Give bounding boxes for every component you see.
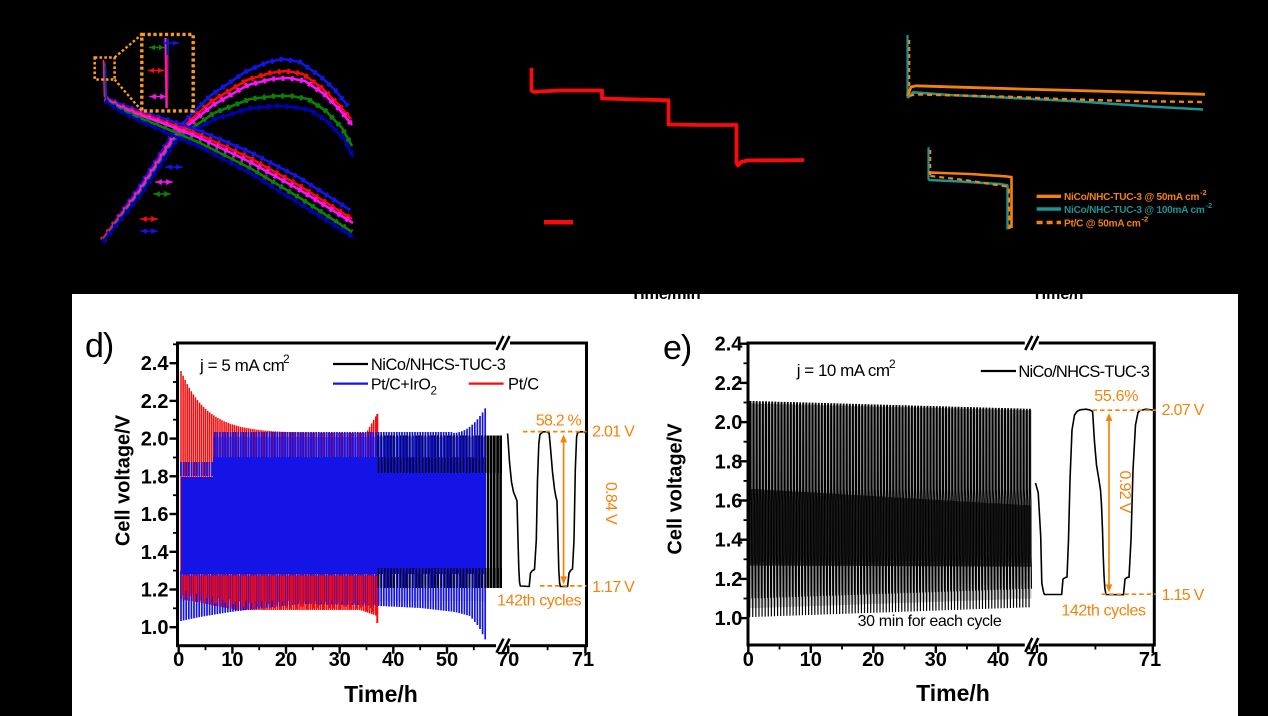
svg-text:-2: -2 [1200, 188, 1207, 197]
svg-text:70: 70 [1026, 649, 1048, 671]
svg-text:71: 71 [1139, 649, 1161, 671]
svg-text:j = 5 mA cm: j = 5 mA cm [199, 356, 285, 375]
svg-text:0: 0 [743, 649, 754, 671]
svg-text:1.0: 1.0 [715, 608, 743, 630]
svg-text:0.84 V: 0.84 V [602, 482, 619, 525]
svg-text:1.2: 1.2 [715, 569, 743, 591]
svg-text:50: 50 [436, 649, 458, 671]
svg-text:1.8: 1.8 [715, 451, 743, 473]
svg-text:NiCo/NHCS-TUC-3: NiCo/NHCS-TUC-3 [371, 356, 506, 374]
svg-text:1.15 V: 1.15 V [1162, 587, 1205, 604]
svg-text:2.2: 2.2 [715, 373, 743, 395]
svg-text:20: 20 [275, 649, 297, 671]
svg-text:40: 40 [987, 649, 1009, 671]
svg-text:2.07 V: 2.07 V [1162, 402, 1205, 419]
svg-text:142th cycles: 142th cycles [1061, 602, 1146, 619]
svg-text:NiCo/NHC-TUC-3 @ 50mA cm: NiCo/NHC-TUC-3 @ 50mA cm [1064, 192, 1199, 203]
svg-text:1.4: 1.4 [715, 530, 744, 552]
svg-text:Cell voltage/V: Cell voltage/V [113, 414, 135, 546]
svg-text:58.2 %: 58.2 % [536, 413, 582, 430]
svg-text:10: 10 [221, 649, 243, 671]
svg-text:Time/h: Time/h [344, 681, 418, 707]
svg-text:-2: -2 [1142, 214, 1149, 223]
svg-text:e): e) [663, 329, 691, 367]
svg-text:Pt/C @ 50mA cm: Pt/C @ 50mA cm [1064, 218, 1141, 229]
svg-text:Pt/C+IrO: Pt/C+IrO [371, 377, 430, 394]
svg-text:0.92 V: 0.92 V [1116, 471, 1133, 514]
svg-text:70: 70 [497, 649, 519, 671]
svg-text:2.01 V: 2.01 V [592, 424, 635, 441]
svg-text:2.4: 2.4 [141, 353, 170, 375]
svg-text:1.6: 1.6 [141, 504, 169, 526]
svg-text:-2: -2 [1206, 201, 1213, 210]
svg-text:30: 30 [329, 649, 351, 671]
svg-text:1.17 V: 1.17 V [592, 579, 635, 596]
svg-text:1.8: 1.8 [141, 466, 169, 488]
svg-text:Time/min: Time/min [631, 285, 701, 303]
svg-text:2: 2 [431, 386, 437, 398]
svg-text:40: 40 [382, 649, 404, 671]
svg-text:30 min for each cycle: 30 min for each cycle [858, 613, 1002, 630]
svg-text:71: 71 [572, 649, 594, 671]
svg-text:0: 0 [173, 649, 184, 671]
svg-text:d): d) [85, 327, 113, 365]
svg-text:55.6%: 55.6% [1094, 388, 1138, 405]
svg-text:2.0: 2.0 [141, 429, 169, 451]
svg-text:2: 2 [283, 352, 290, 366]
svg-text:Cell voltage/V: Cell voltage/V [664, 423, 686, 555]
svg-text:Pt/C: Pt/C [508, 376, 539, 394]
svg-text:20: 20 [862, 649, 884, 671]
svg-text:1.4: 1.4 [141, 542, 170, 564]
svg-text:j = 10 mA cm: j = 10 mA cm [796, 361, 890, 380]
svg-text:Time/h: Time/h [916, 680, 990, 706]
svg-text:2.4: 2.4 [715, 334, 744, 356]
svg-text:NiCo/NHC-TUC-3 @ 100mA cm: NiCo/NHC-TUC-3 @ 100mA cm [1064, 205, 1205, 216]
svg-text:NiCo/NHCS-TUC-3: NiCo/NHCS-TUC-3 [1018, 363, 1149, 381]
svg-text:2.2: 2.2 [141, 391, 169, 413]
svg-text:10: 10 [800, 649, 822, 671]
svg-text:30: 30 [925, 649, 947, 671]
svg-text:1.0: 1.0 [141, 617, 169, 639]
svg-text:2.0: 2.0 [715, 412, 743, 434]
svg-text:1.6: 1.6 [715, 491, 743, 513]
svg-text:2: 2 [889, 357, 896, 371]
svg-text:1.2: 1.2 [141, 580, 169, 602]
svg-text:Time/h: Time/h [1032, 286, 1083, 303]
svg-text:142th cycles: 142th cycles [497, 593, 582, 610]
